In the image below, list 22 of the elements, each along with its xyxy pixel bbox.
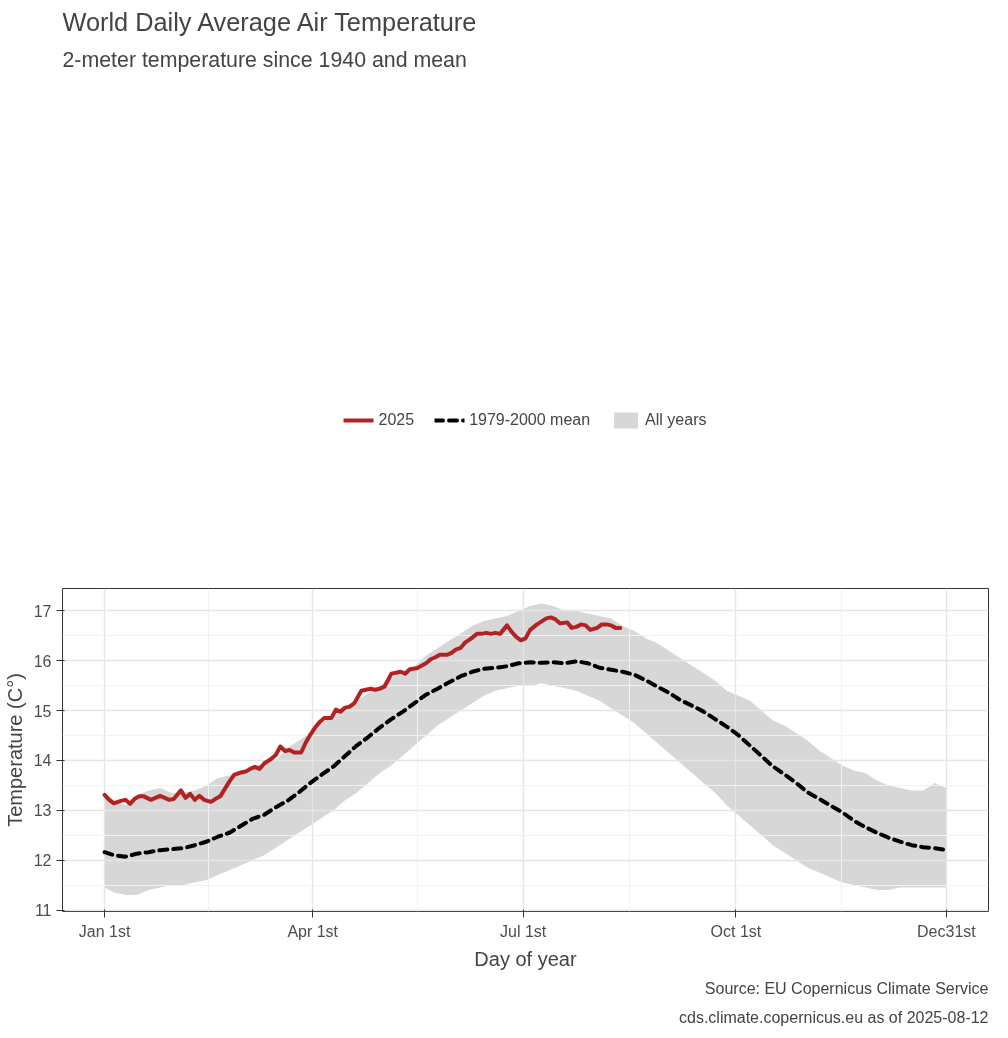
x-tick-label: Oct 1st bbox=[710, 922, 762, 940]
x-tick-label: Apr 1st bbox=[287, 922, 339, 940]
y-tick-label: 11 bbox=[34, 902, 52, 919]
y-tick-label: 17 bbox=[33, 602, 52, 620]
legend-label: 1979-2000 mean bbox=[469, 411, 591, 429]
source-note: Source: EU Copernicus Climate Service bbox=[704, 979, 989, 997]
x-tick-label: Jul 1st bbox=[500, 922, 547, 940]
y-tick-label: 15 bbox=[33, 702, 52, 720]
x-axis-title: Day of year bbox=[474, 947, 577, 970]
chart-title: World Daily Average Air Temperature bbox=[62, 7, 477, 36]
y-tick-label: 12 bbox=[33, 852, 52, 870]
x-tick-label: Jan 1st bbox=[78, 922, 131, 940]
legend-label: 2025 bbox=[378, 411, 415, 429]
y-tick-label: 13 bbox=[33, 802, 52, 820]
y-tick-label: 16 bbox=[33, 652, 52, 670]
y-tick-label: 14 bbox=[33, 752, 52, 770]
chart-subtitle: 2-meter temperature since 1940 and mean bbox=[62, 47, 467, 72]
legend-label: All years bbox=[645, 411, 707, 429]
text: cds.climate.copernicus.eu as of 2025-08-12 bbox=[678, 1008, 989, 1026]
x-tick-label: Dec31st bbox=[917, 922, 977, 940]
line-series bbox=[102, 615, 623, 806]
y-axis-title: Temperature (C°) bbox=[3, 673, 26, 827]
